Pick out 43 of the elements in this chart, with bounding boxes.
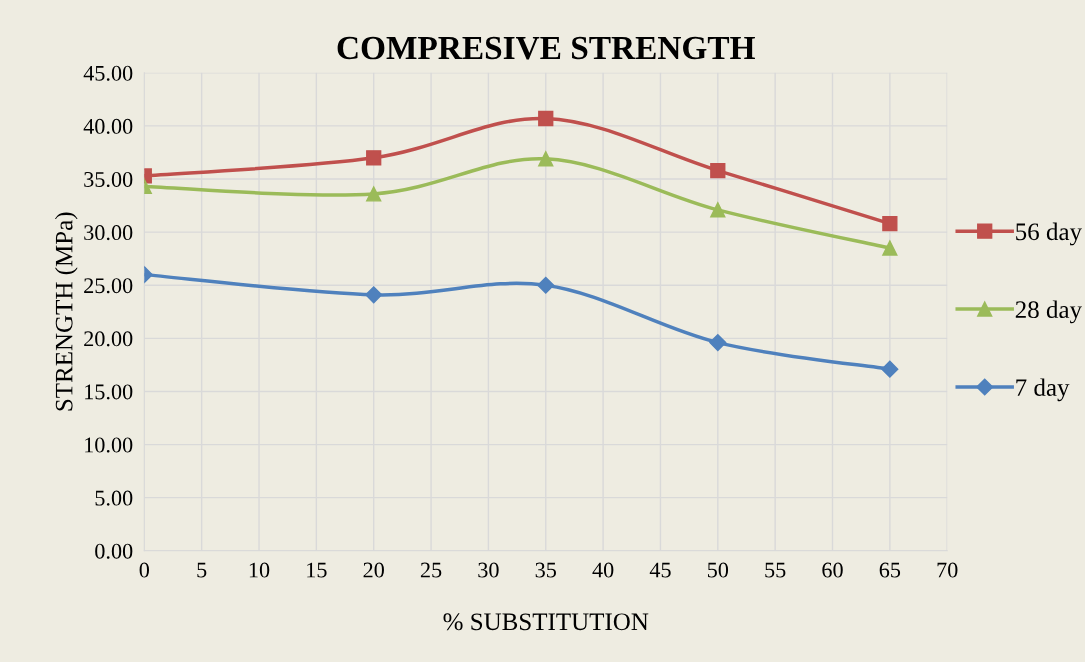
point — [710, 162, 726, 179]
y-tick-label: 25.00 — [84, 278, 133, 294]
point — [882, 216, 898, 232]
y-tick-label: 10.00 — [85, 437, 133, 453]
x-tick-label: 20 — [363, 562, 384, 578]
x-axis-title: % SUBSTITUTION — [443, 613, 649, 631]
x-tick-label: 50 — [707, 562, 729, 578]
point — [710, 202, 726, 218]
y-tick-label: 15.00 — [85, 384, 133, 400]
chart-title: COMPRESIVE STRENGTH — [337, 36, 755, 60]
x-tick-label: 70 — [937, 562, 958, 578]
y-tick-label: 45.00 — [83, 65, 133, 81]
y-tick-label: 5.00 — [95, 490, 133, 506]
x-tick-label: 40 — [592, 562, 614, 578]
legend-label: 28 day — [1015, 300, 1082, 324]
legend-label: 7 day — [1016, 378, 1070, 402]
point — [365, 286, 383, 304]
y-axis-title: STRENGTH (MPa) — [54, 212, 78, 411]
x-tick-label: 10 — [249, 562, 270, 578]
point — [881, 360, 899, 378]
y-tick-label: 35.00 — [84, 171, 133, 188]
point — [709, 334, 727, 352]
point — [366, 186, 382, 202]
x-tick-label: 35 — [535, 562, 556, 578]
x-tick-label: 55 — [765, 562, 786, 578]
point — [537, 276, 555, 294]
x-tick-label: 30 — [478, 562, 499, 578]
x-tick-label: 60 — [822, 562, 843, 578]
y-tick-label: 20.00 — [84, 331, 133, 347]
x-tick-label: 15 — [307, 562, 327, 578]
y-tick-label: 0.00 — [95, 543, 133, 559]
point — [538, 110, 554, 127]
x-tick-label: 65 — [879, 562, 901, 578]
x-tick-label: 45 — [649, 562, 671, 578]
x-tick-label: 0 — [139, 562, 150, 578]
legend-label: 56 day — [1016, 222, 1082, 246]
point — [882, 240, 898, 256]
x-tick-label: 25 — [420, 562, 442, 578]
y-tick-label: 30.00 — [84, 225, 133, 241]
point — [538, 151, 554, 167]
x-tick-label: 5 — [197, 562, 207, 578]
point — [366, 150, 382, 166]
y-tick-label: 40.00 — [83, 118, 133, 134]
